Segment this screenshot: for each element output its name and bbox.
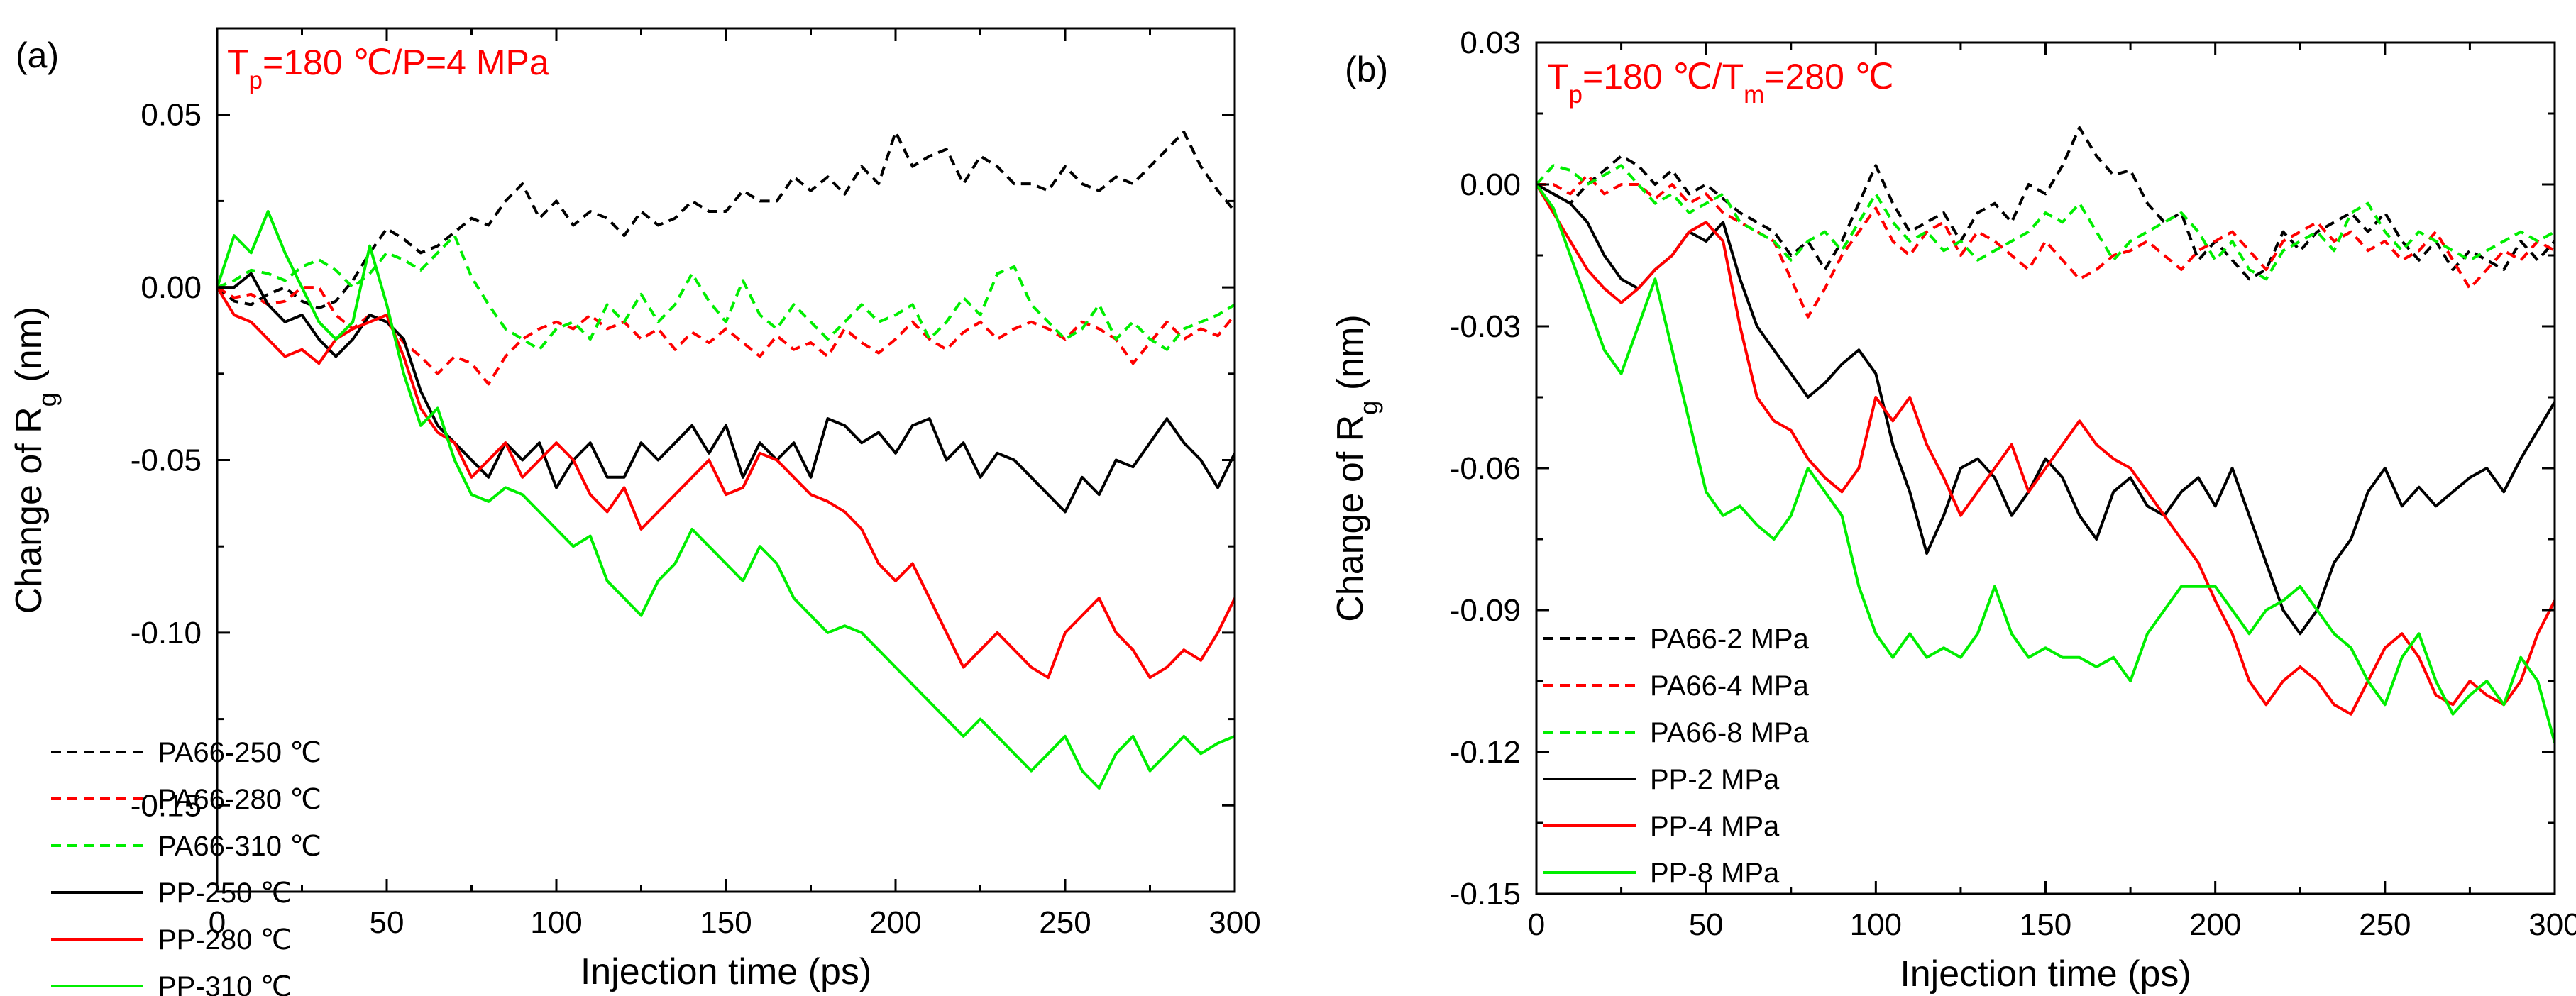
y-title-sub: g xyxy=(33,392,62,406)
legend-label-2: PA66-310 ℃ xyxy=(158,831,321,862)
x-tick-label: 200 xyxy=(869,905,921,940)
annotation-base: T xyxy=(1547,57,1569,96)
x-tick-label: 100 xyxy=(530,905,582,940)
legend: PA66-2 MPa PA66-4 MPa PA66-8 MPa PP-2 MPa PP… xyxy=(1543,624,1810,889)
x-tick-label: 50 xyxy=(1689,907,1724,942)
y-tick-label: 0.00 xyxy=(141,270,202,305)
legend-label-3: PP-2 MPa xyxy=(1650,764,1780,795)
series-line-4 xyxy=(1536,183,2555,716)
legend-label-5: PP-8 MPa xyxy=(1650,858,1780,889)
annotation-sub2: m xyxy=(1744,81,1764,109)
y-title-base: Change of R xyxy=(9,406,50,614)
y-tick-label: -0.05 xyxy=(131,443,202,478)
panel-b: 0 50 100 150 200 250 300 0.03 0.00 -0.03 -0.06 -0.0… xyxy=(1330,26,2576,995)
legend-label-1: PA66-4 MPa xyxy=(1650,670,1810,702)
y-title-sub: g xyxy=(1354,401,1383,415)
legend-label-4: PP-280 ℃ xyxy=(158,924,292,956)
series-line-5 xyxy=(217,210,1235,790)
y-tick-label: 0.03 xyxy=(1460,26,1521,60)
annotation-base: T xyxy=(227,43,249,82)
annotation-sub: p xyxy=(249,67,263,94)
panel-label: (a) xyxy=(16,35,59,75)
legend-label-1: PA66-280 ℃ xyxy=(158,784,321,815)
legend: PA66-250 ℃ PA66-280 ℃ PA66-310 ℃ PP-250 ℃ PP… xyxy=(51,737,321,996)
series-line-1 xyxy=(1536,173,2555,319)
y-title-rest: (nm) xyxy=(1330,314,1371,400)
condition-annotation: Tp=180 ℃/Tm=280 ℃ xyxy=(1547,57,1894,109)
legend-label-5: PP-310 ℃ xyxy=(158,971,292,996)
series-line-2 xyxy=(217,234,1235,351)
x-tick-label: 100 xyxy=(1850,907,1902,942)
panel-a: 0 50 100 150 200 250 300 0.05 0.00 -0.05 -0.10 -0.1… xyxy=(9,27,1261,996)
legend-label-2: PA66-8 MPa xyxy=(1650,717,1810,748)
x-tick-label: 150 xyxy=(2020,907,2071,942)
y-tick-label: -0.03 xyxy=(1450,309,1521,344)
series-line-0 xyxy=(1536,126,2555,281)
x-tick-label: 50 xyxy=(370,905,404,940)
plot-frame xyxy=(216,27,1236,893)
x-tick-label: 250 xyxy=(1039,905,1091,940)
y-axis-title: Change of Rg (nm) xyxy=(9,306,62,614)
x-tick-label: 300 xyxy=(1209,905,1260,940)
condition-annotation: Tp=180 ℃/P=4 MPa xyxy=(227,43,549,94)
x-axis-title: Injection time (ps) xyxy=(580,951,871,992)
x-tick-label: 300 xyxy=(2528,907,2576,942)
series-line-3 xyxy=(1536,183,2555,636)
x-tick-label: 0 xyxy=(209,905,226,940)
y-tick-label: 0.00 xyxy=(1460,167,1521,202)
annotation-sub: p xyxy=(1569,81,1583,109)
series-line-2 xyxy=(1536,164,2555,281)
series-line-1 xyxy=(217,286,1235,386)
y-tick-label: -0.15 xyxy=(1450,877,1521,912)
y-tick-label: -0.12 xyxy=(1450,735,1521,770)
y-tick-label: -0.15 xyxy=(131,788,202,823)
legend-label-0: PA66-250 ℃ xyxy=(158,737,321,768)
annotation-rest: =180 ℃/T xyxy=(1583,57,1744,96)
x-axis-title: Injection time (ps) xyxy=(1900,953,2191,995)
legend-label-0: PA66-2 MPa xyxy=(1650,624,1810,655)
x-tick-label: 250 xyxy=(2359,907,2411,942)
series-line-4 xyxy=(217,287,1235,680)
series-line-5 xyxy=(1536,183,2555,743)
annotation-rest: =180 ℃/P=4 MPa xyxy=(263,43,549,82)
legend-label-3: PP-250 ℃ xyxy=(158,878,292,909)
y-title-rest: (nm) xyxy=(9,306,50,392)
legend-label-4: PP-4 MPa xyxy=(1650,811,1780,842)
series-line-0 xyxy=(217,131,1235,310)
series-group xyxy=(1536,126,2555,743)
y-tick-label: -0.10 xyxy=(131,616,202,651)
y-tick-label: 0.05 xyxy=(141,98,202,133)
series-group xyxy=(217,131,1235,790)
series-line-3 xyxy=(217,272,1235,514)
x-tick-label: 150 xyxy=(700,905,752,940)
panel-label: (b) xyxy=(1345,50,1388,89)
x-tick-label: 0 xyxy=(1528,907,1545,942)
y-tick-label: -0.06 xyxy=(1450,451,1521,486)
y-axis-title: Change of Rg (nm) xyxy=(1330,314,1383,622)
y-tick-label: -0.09 xyxy=(1450,593,1521,628)
y-title-base: Change of R xyxy=(1330,415,1371,622)
annotation-rest2: =280 ℃ xyxy=(1764,57,1894,96)
x-tick-label: 200 xyxy=(2189,907,2241,942)
